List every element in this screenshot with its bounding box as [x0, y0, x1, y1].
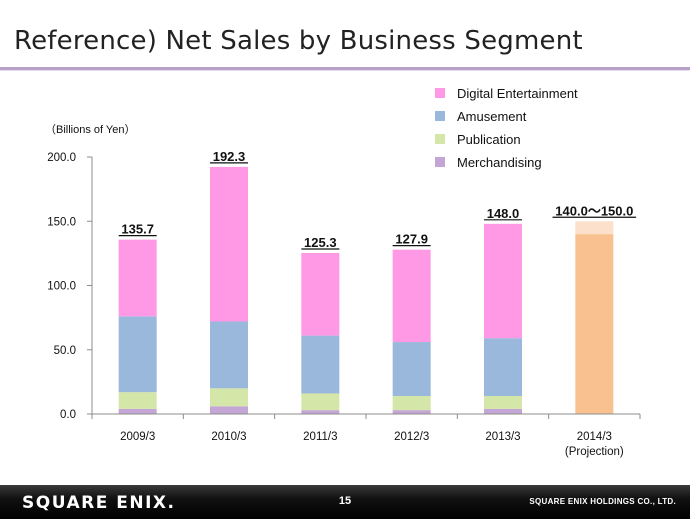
- y-tick-label: 100.0: [47, 281, 76, 293]
- legend-label: Amusement: [457, 109, 527, 124]
- bar-segment-publication: [118, 392, 157, 409]
- projection-bar-low: [575, 234, 614, 414]
- legend-swatch: [435, 88, 445, 98]
- x-tick-label: (Projection): [565, 446, 624, 458]
- x-tick-label: 2013/3: [485, 431, 520, 443]
- bar-segment-merchandising: [484, 408, 522, 414]
- bar-segment-merchandising: [118, 408, 157, 414]
- x-tick-label: 2012/3: [394, 431, 429, 443]
- y-tick-label: 50.0: [54, 345, 76, 357]
- legend-label: Publication: [457, 132, 521, 147]
- bar-segment-merchandising: [392, 410, 431, 414]
- bar-segment-digital-entertainment: [301, 252, 340, 336]
- bar-segment-amusement: [210, 321, 248, 389]
- title-divider-shadow: [0, 70, 690, 71]
- company-logo: SQUARE ENIX.: [22, 493, 176, 513]
- bar-segment-publication: [301, 393, 340, 411]
- bar-segment-amusement: [301, 335, 340, 394]
- bar-total-label: 125.3: [304, 235, 337, 250]
- bar-segment-publication: [210, 388, 248, 407]
- y-tick-label: 200.0: [47, 152, 76, 164]
- bar-total-label: 127.9: [395, 232, 428, 247]
- y-tick-label: 0.0: [60, 409, 76, 421]
- legend-swatch: [435, 134, 445, 144]
- x-tick-label: 2014/3: [577, 431, 612, 443]
- y-tick-label: 150.0: [47, 216, 76, 228]
- net-sales-chart: （Billions of Yen） Digital Entertainment A…: [45, 86, 641, 458]
- title-divider: [0, 67, 690, 70]
- bar-total-label: 135.7: [121, 222, 154, 237]
- page-number: 15: [338, 495, 352, 507]
- legend: Digital Entertainment Amusement Publicatio…: [435, 86, 578, 170]
- bar-segment-digital-entertainment: [392, 249, 431, 343]
- bar-segment-amusement: [118, 316, 157, 393]
- bar-total-label: 140.0～150.0: [555, 203, 633, 218]
- legend-swatch: [435, 157, 445, 167]
- bar-total-label: 148.0: [487, 206, 520, 221]
- bar-segment-digital-entertainment: [484, 223, 522, 339]
- bar-segment-merchandising: [301, 410, 340, 414]
- projection-bar-range: [575, 221, 614, 235]
- footer-bar: SQUARE ENIX. 15 SQUARE ENIX HOLDINGS CO.…: [0, 485, 690, 519]
- legend-swatch: [435, 111, 445, 121]
- bar-segment-digital-entertainment: [210, 166, 248, 322]
- bar-segment-digital-entertainment: [118, 239, 157, 317]
- company-name: SQUARE ENIX HOLDINGS CO., LTD.: [529, 497, 676, 506]
- bar-segment-publication: [392, 396, 431, 411]
- x-tick-label: 2009/3: [120, 431, 155, 443]
- bars: 135.7 192.3 125.3 127.9 148.0 140.0～150.0: [118, 149, 637, 414]
- bar-segment-amusement: [392, 342, 431, 397]
- x-tick-label: 2010/3: [211, 431, 246, 443]
- bar-segment-merchandising: [210, 406, 248, 414]
- legend-label: Merchandising: [457, 155, 542, 170]
- bar-segment-publication: [484, 396, 522, 409]
- axes: 0.0 50.0 100.0 150.0 200.0 2009/3 2010/3 2011/3…: [47, 152, 641, 458]
- bar-total-label: 192.3: [213, 149, 246, 164]
- slide-title: Reference) Net Sales by Business Segment: [14, 26, 583, 56]
- unit-label: （Billions of Yen）: [45, 123, 136, 136]
- legend-label: Digital Entertainment: [457, 86, 578, 101]
- x-tick-label: 2011/3: [303, 431, 337, 443]
- bar-segment-amusement: [484, 338, 522, 397]
